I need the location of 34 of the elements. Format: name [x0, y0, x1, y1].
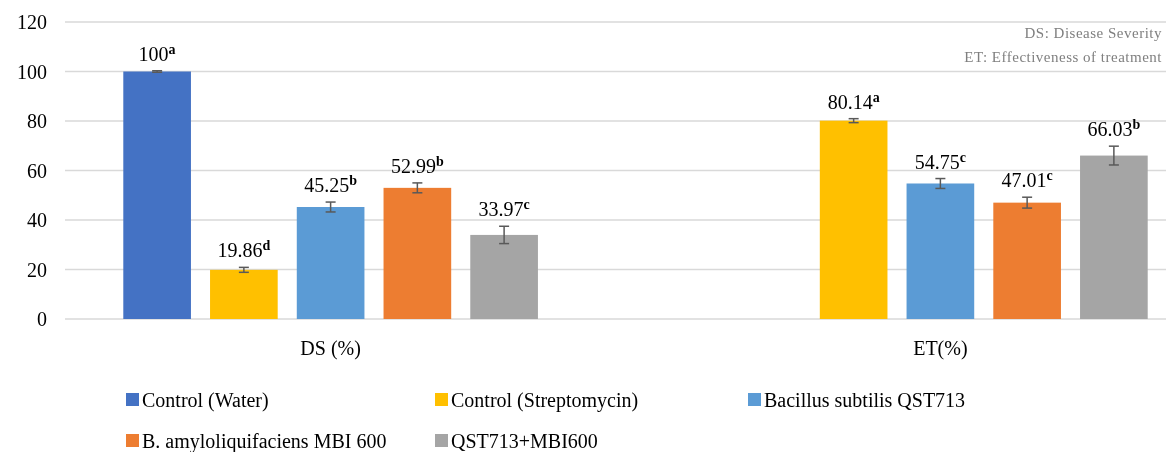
- y-tick-label: 60: [27, 159, 47, 182]
- y-tick-label: 0: [37, 308, 47, 330]
- data-label: 54.75$^{c}$: [914, 149, 966, 173]
- y-tick-label: 100: [17, 60, 47, 83]
- legend-label: Control (Water): [142, 389, 269, 412]
- data-label: 100$^{a}$: [138, 41, 176, 65]
- y-tick-label: 120: [17, 11, 47, 33]
- bar: [906, 183, 975, 319]
- annotation: DS: Disease Severity: [1024, 25, 1162, 41]
- annotation: ET: Effectiveness of treatment: [964, 49, 1163, 65]
- bar: [1080, 155, 1148, 319]
- bar: [819, 120, 888, 319]
- bar: [296, 207, 365, 319]
- bar: [123, 71, 191, 319]
- bar: [383, 187, 452, 319]
- y-tick-label: 40: [27, 209, 47, 231]
- x-tick-label: DS (%): [300, 337, 361, 360]
- data-label: 19.86$^{d}$: [217, 237, 271, 262]
- legend-label: QST713+MBI600: [451, 430, 598, 452]
- legend-label: B. amyloliquifaciens MBI 600: [142, 430, 387, 452]
- legend-label: Bacillus subtilis QST713: [764, 389, 966, 411]
- bar: [210, 269, 278, 319]
- bar: [470, 234, 538, 319]
- legend-label: Control (Streptomycin): [451, 389, 639, 412]
- bar: [993, 202, 1061, 319]
- x-tick-label: ET(%): [913, 337, 968, 360]
- y-tick-label: 80: [27, 110, 47, 132]
- data-label: 80.14$^{a}$: [827, 89, 880, 113]
- y-tick-label: 20: [27, 258, 47, 281]
- data-label: 52.99$^{b}$: [390, 153, 444, 177]
- data-label: 33.97$^{c}$: [478, 196, 530, 221]
- data-label: 66.03$^{b}$: [1087, 116, 1141, 141]
- data-label: 47.01$^{c}$: [1001, 167, 1053, 192]
- data-label: 45.25$^{b}$: [304, 172, 358, 197]
